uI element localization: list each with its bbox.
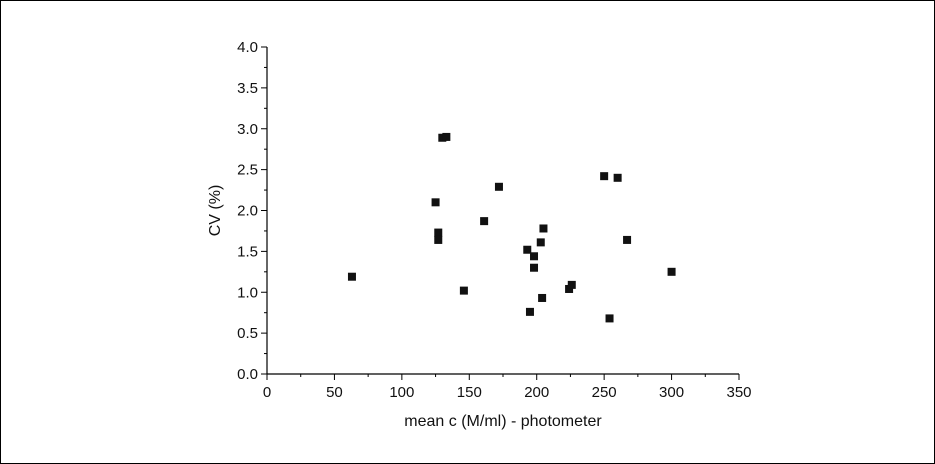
data-point [613,173,622,182]
x-tick-label: 350 [726,384,751,401]
data-point [605,314,614,323]
axes [266,47,739,375]
data-point [494,182,503,191]
x-tick-label: 0 [263,384,271,401]
data-point [434,228,443,237]
y-tick-label: 2.5 [237,162,258,179]
data-point [565,284,574,293]
data-point [431,198,440,207]
data-point [523,245,532,254]
data-point [667,267,676,276]
y-tick-label: 1.5 [237,243,258,260]
data-point [438,133,447,142]
data-point [539,224,548,233]
x-tick-label: 300 [659,384,684,401]
data-point [442,132,451,141]
data-point [538,293,547,302]
y-tick-label: 0.5 [237,325,258,342]
y-tick-label: 4.0 [237,39,258,56]
data-point [530,252,539,261]
data-point [536,238,545,247]
y-tick-label: 3.5 [237,80,258,97]
data-point [434,235,443,244]
y-tick-label: 2.0 [237,203,258,220]
x-tick-label: 50 [326,384,343,401]
ticks: 0 50 100 150 200 250 300 350 0.0 0.5 1.0 1.5 2.0 2.5 3… [237,39,751,401]
data-point [567,280,576,289]
x-tick-label: 250 [592,384,617,401]
data-point [623,235,632,244]
x-tick-label: 100 [389,384,414,401]
y-tick-label: 1.0 [237,284,258,301]
data-points [347,132,676,323]
y-tick-label: 0.0 [237,366,258,383]
y-tick-label: 3.0 [237,121,258,138]
data-point [480,217,489,226]
data-point [525,307,534,316]
data-point [347,272,356,281]
y-axis-title: CV (%) [207,185,224,237]
x-tick-label: 200 [524,384,549,401]
data-point [530,263,539,272]
data-point [459,286,468,295]
x-axis-title: mean c (M/ml) - photometer [404,413,602,430]
data-point [600,172,609,181]
x-tick-label: 150 [457,384,482,401]
